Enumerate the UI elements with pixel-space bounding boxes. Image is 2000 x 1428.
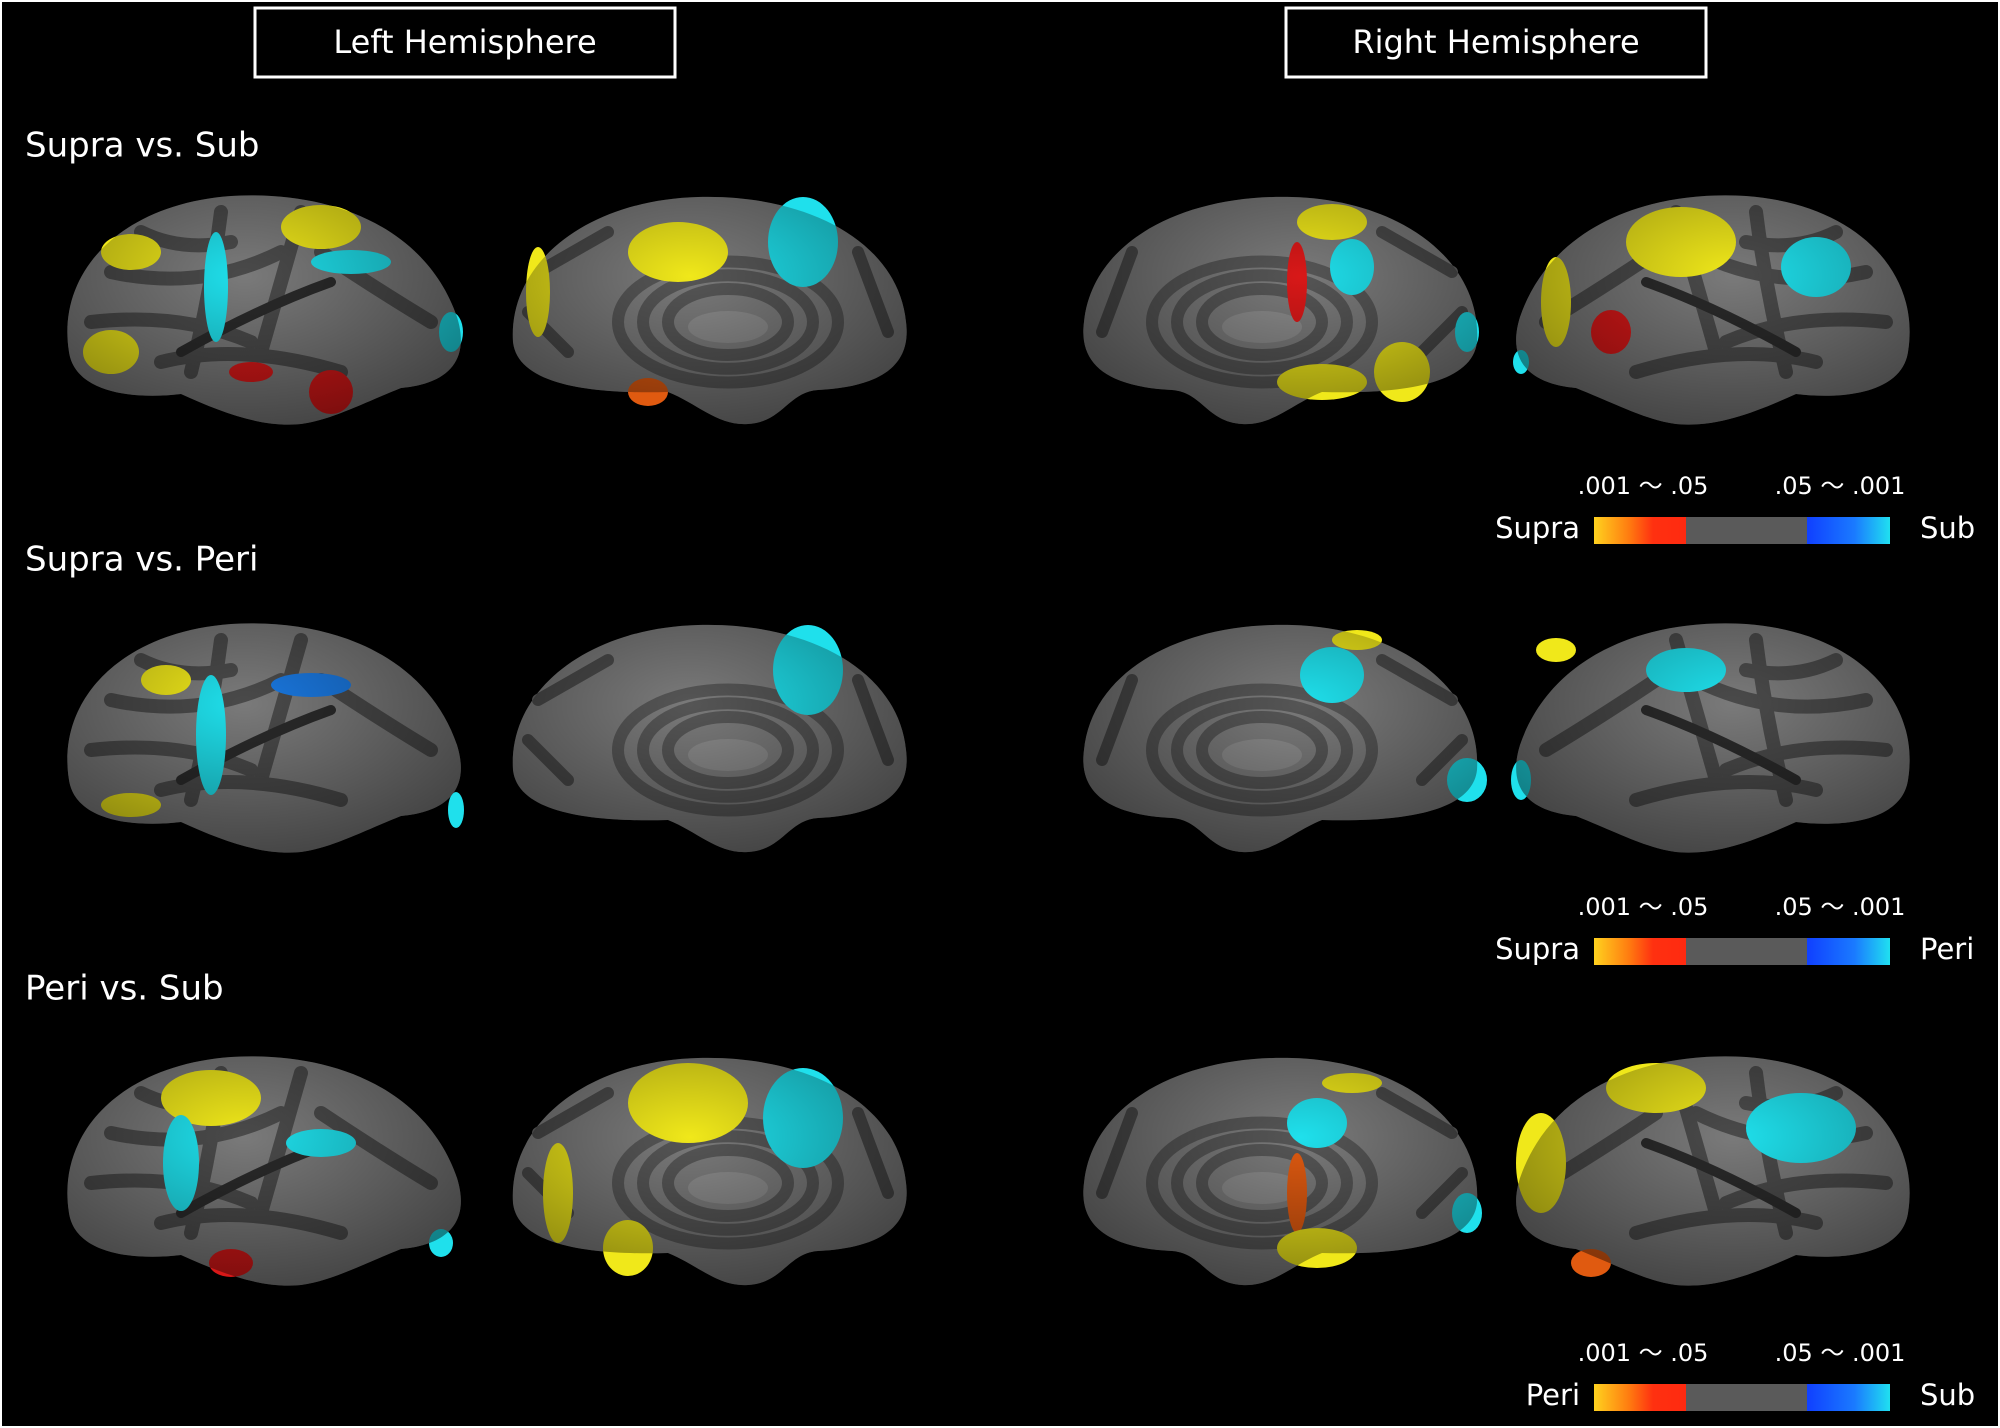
row-label: Supra vs. Peri — [25, 540, 258, 580]
brain — [1083, 196, 1479, 425]
colorbar-range: .001 〜 .05 — [1578, 1339, 1709, 1367]
colorbar-label: Sub — [1920, 511, 1975, 545]
colorbar-label: Peri — [1526, 1378, 1580, 1412]
colorbar — [1594, 517, 1890, 544]
header-box — [1284, 6, 1708, 79]
brain — [1083, 624, 1487, 853]
brain — [512, 1057, 907, 1286]
colorbar-range: .001 〜 .05 — [1578, 472, 1709, 500]
activation-blob — [448, 792, 464, 828]
colorbar-range: .05 〜 .001 — [1775, 1339, 1906, 1367]
row-label: Peri vs. Sub — [25, 969, 224, 1009]
activation-blob — [1536, 638, 1576, 662]
brain — [67, 195, 463, 425]
brains — [67, 195, 1910, 1286]
brain — [1083, 1057, 1482, 1286]
brain — [1513, 195, 1910, 425]
header-box — [253, 6, 677, 79]
brain — [512, 196, 907, 425]
colorbar-label: Peri — [1920, 932, 1974, 966]
brain — [67, 1056, 461, 1286]
brain — [512, 624, 907, 853]
brain — [67, 623, 464, 853]
labels: Supra vs. Sub .001 〜 .05 .05 〜 .001 Supra Su… — [25, 126, 1975, 1413]
left-title: Left Hemisphere — [333, 23, 596, 61]
row-label: Supra vs. Sub — [25, 126, 260, 166]
colorbar-label: Supra — [1495, 932, 1580, 966]
colorbar — [1594, 938, 1890, 965]
colorbar — [1594, 1384, 1890, 1411]
colorbar-range: .05 〜 .001 — [1775, 472, 1906, 500]
brain — [1511, 623, 1910, 853]
colorbar-label: Sub — [1920, 1378, 1975, 1412]
brain — [1516, 1056, 1910, 1286]
colorbar-range: .001 〜 .05 — [1578, 893, 1709, 921]
right-title: Right Hemisphere — [1352, 23, 1639, 61]
colorbar-label: Supra — [1495, 511, 1580, 545]
colorbar-range: .05 〜 .001 — [1775, 893, 1906, 921]
